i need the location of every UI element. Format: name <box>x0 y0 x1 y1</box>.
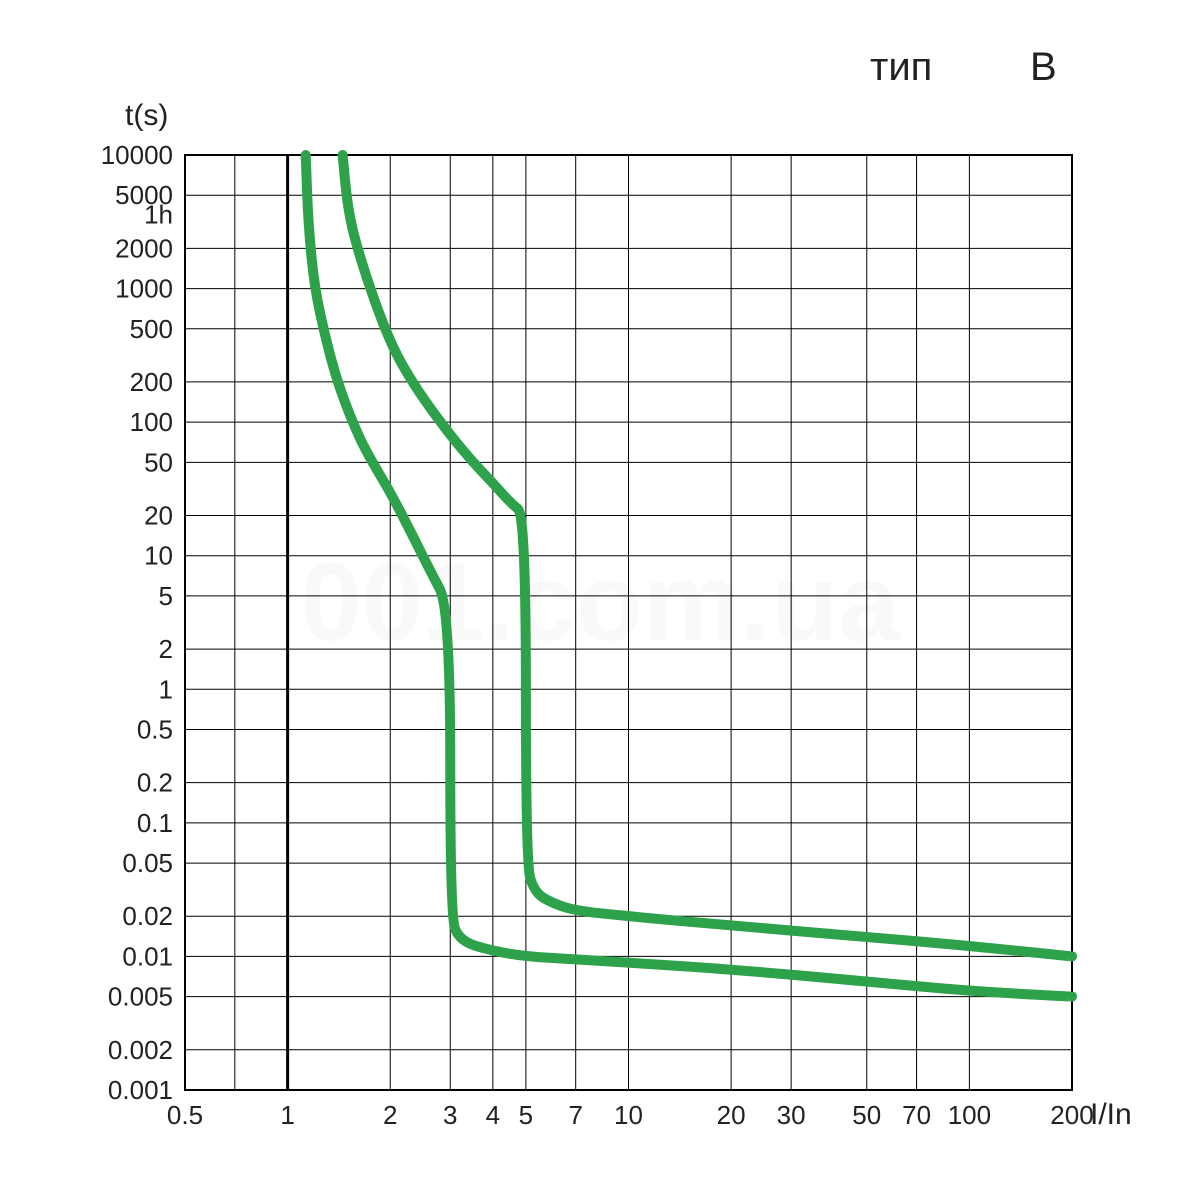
x-tick-label: 200 <box>1050 1100 1093 1130</box>
x-tick-label: 70 <box>902 1100 931 1130</box>
x-tick-label: 7 <box>568 1100 582 1130</box>
y-tick-label: 0.5 <box>137 714 173 744</box>
y-tick-label: 5 <box>159 581 173 611</box>
x-tick-label: 10 <box>614 1100 643 1130</box>
x-axis-label: I/In <box>1090 1098 1132 1131</box>
y-tick-label: 10000 <box>101 140 173 170</box>
x-tick-label: 30 <box>777 1100 806 1130</box>
y-tick-label: 2000 <box>115 233 173 263</box>
y-tick-label: 50 <box>144 447 173 477</box>
y-axis-label: t(s) <box>125 99 168 132</box>
trip-curve-chart: 001.com.ua1000050001h2000100050020010050… <box>0 0 1200 1200</box>
x-tick-label: 100 <box>948 1100 991 1130</box>
y-tick-label: 0.02 <box>122 901 173 931</box>
x-tick-label: 1 <box>280 1100 294 1130</box>
y-tick-label: 0.002 <box>108 1035 173 1065</box>
y-tick-label: 0.005 <box>108 982 173 1012</box>
x-tick-label: 20 <box>717 1100 746 1130</box>
y-tick-label: 0.001 <box>108 1075 173 1105</box>
y-tick-label: 0.01 <box>122 941 173 971</box>
y-tick-label: 1000 <box>115 274 173 304</box>
y-tick-label: 200 <box>130 367 173 397</box>
chart-type-letter: B <box>1030 45 1057 89</box>
x-tick-label: 3 <box>443 1100 457 1130</box>
x-tick-label: 2 <box>383 1100 397 1130</box>
y-tick-label: 10 <box>144 541 173 571</box>
x-tick-label: 50 <box>852 1100 881 1130</box>
y-tick-label: 0.05 <box>122 848 173 878</box>
y-tick-label: 2 <box>159 634 173 664</box>
y-tick-label: 0.2 <box>137 768 173 798</box>
y-tick-label: 500 <box>130 314 173 344</box>
chart-type-label: тип <box>870 45 932 89</box>
x-tick-label: 4 <box>486 1100 500 1130</box>
y-tick-label: 100 <box>130 407 173 437</box>
x-tick-label: 5 <box>519 1100 533 1130</box>
y-tick-label: 0.1 <box>137 808 173 838</box>
x-tick-label: 0.5 <box>167 1100 203 1130</box>
y-tick-label: 1h <box>144 199 173 229</box>
y-tick-label: 1 <box>159 674 173 704</box>
y-tick-label: 20 <box>144 501 173 531</box>
